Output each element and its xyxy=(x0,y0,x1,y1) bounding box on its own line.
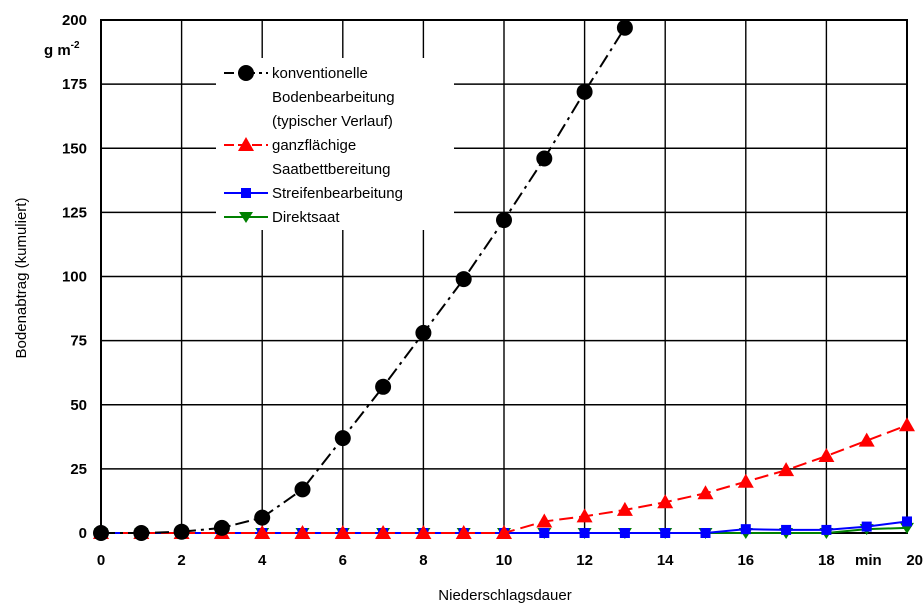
y-tick-label: 125 xyxy=(62,204,87,221)
x-tick-label: 12 xyxy=(576,552,593,569)
data-point xyxy=(455,271,472,288)
data-point xyxy=(294,481,311,498)
data-point xyxy=(858,432,875,447)
x-tick-label: 0 xyxy=(97,552,105,569)
legend-entry-3: Direktsaat xyxy=(224,209,340,226)
data-point xyxy=(455,525,472,539)
legend-label: Bodenbearbeitung xyxy=(272,89,395,106)
data-point xyxy=(294,525,311,539)
data-point xyxy=(737,473,754,488)
legend: konventionelle Bodenbearbeitung (typischer… xyxy=(216,58,454,230)
legend-marker xyxy=(239,212,253,223)
legend-label: ganzflächige xyxy=(272,137,356,154)
data-point xyxy=(536,150,553,167)
data-point xyxy=(496,525,512,539)
y-axis-title: Bodenabtrag (kumuliert) xyxy=(13,198,30,359)
x-tick-label: 4 xyxy=(258,552,267,569)
data-point xyxy=(818,448,835,463)
legend-entry-2: Streifenbearbeitung xyxy=(224,185,403,202)
legend-marker xyxy=(238,65,254,81)
data-point xyxy=(213,519,230,536)
data-point xyxy=(700,528,711,538)
data-point xyxy=(133,525,150,541)
data-point xyxy=(415,324,432,341)
x-unit-label: min xyxy=(855,552,882,569)
y-tick-label: 25 xyxy=(70,461,87,478)
legend-label: konventionelle xyxy=(272,65,368,82)
data-point xyxy=(579,528,590,538)
legend-marker xyxy=(238,137,254,151)
data-point xyxy=(778,462,795,477)
data-point xyxy=(536,513,553,528)
x-axis-title: Niederschlagsdauer xyxy=(438,587,571,604)
series xyxy=(93,19,915,541)
y-tick-label: 0 xyxy=(79,525,87,542)
data-point xyxy=(375,378,392,395)
data-point xyxy=(254,509,271,526)
data-point xyxy=(375,525,392,539)
data-point xyxy=(697,485,714,500)
data-point xyxy=(93,525,109,541)
x-tick-label: 14 xyxy=(657,552,674,569)
data-point xyxy=(619,528,630,538)
y-tick-label: 200 xyxy=(62,12,87,29)
x-tick-label: 16 xyxy=(737,552,754,569)
y-tick-label: 150 xyxy=(62,140,87,157)
data-point xyxy=(902,516,912,527)
x-tick-label: 20 xyxy=(906,552,923,569)
data-point xyxy=(576,508,593,523)
data-point xyxy=(899,417,915,432)
legend-label: Direktsaat xyxy=(272,209,340,226)
data-point xyxy=(576,83,593,100)
y-tick-label: 75 xyxy=(70,333,87,350)
y-tick-label: 100 xyxy=(62,269,87,286)
data-point xyxy=(740,524,751,535)
legend-label: Saatbettbereitung xyxy=(272,161,390,178)
data-point xyxy=(861,521,872,532)
data-point xyxy=(173,523,190,540)
data-point xyxy=(821,524,832,535)
x-tick-label: 10 xyxy=(496,552,513,569)
legend-label: Streifenbearbeitung xyxy=(272,185,403,202)
data-point xyxy=(539,528,550,538)
data-point xyxy=(334,430,351,447)
series-0 xyxy=(93,19,633,541)
data-point xyxy=(334,525,351,539)
data-point xyxy=(616,19,633,36)
legend-marker xyxy=(241,188,251,198)
data-point xyxy=(657,494,674,509)
x-tick-label: 6 xyxy=(339,552,347,569)
x-tick-label: 18 xyxy=(818,552,835,569)
data-point xyxy=(254,525,271,539)
y-unit-label: g m-2 xyxy=(44,40,80,59)
legend-label: (typischer Verlauf) xyxy=(272,113,393,130)
data-point xyxy=(616,501,633,516)
data-point xyxy=(496,212,512,229)
data-point xyxy=(660,528,671,538)
x-tick-label: 2 xyxy=(177,552,185,569)
legend-entry-1: ganzflächige Saatbettbereitung xyxy=(224,137,390,178)
legend-entry-0: konventionelle Bodenbearbeitung (typischer… xyxy=(224,65,395,130)
series-1 xyxy=(93,417,915,539)
x-tick-label: 8 xyxy=(419,552,427,569)
y-tick-label: 175 xyxy=(62,76,87,93)
y-tick-label: 50 xyxy=(70,397,87,414)
data-point xyxy=(781,524,792,535)
data-point xyxy=(415,525,432,539)
